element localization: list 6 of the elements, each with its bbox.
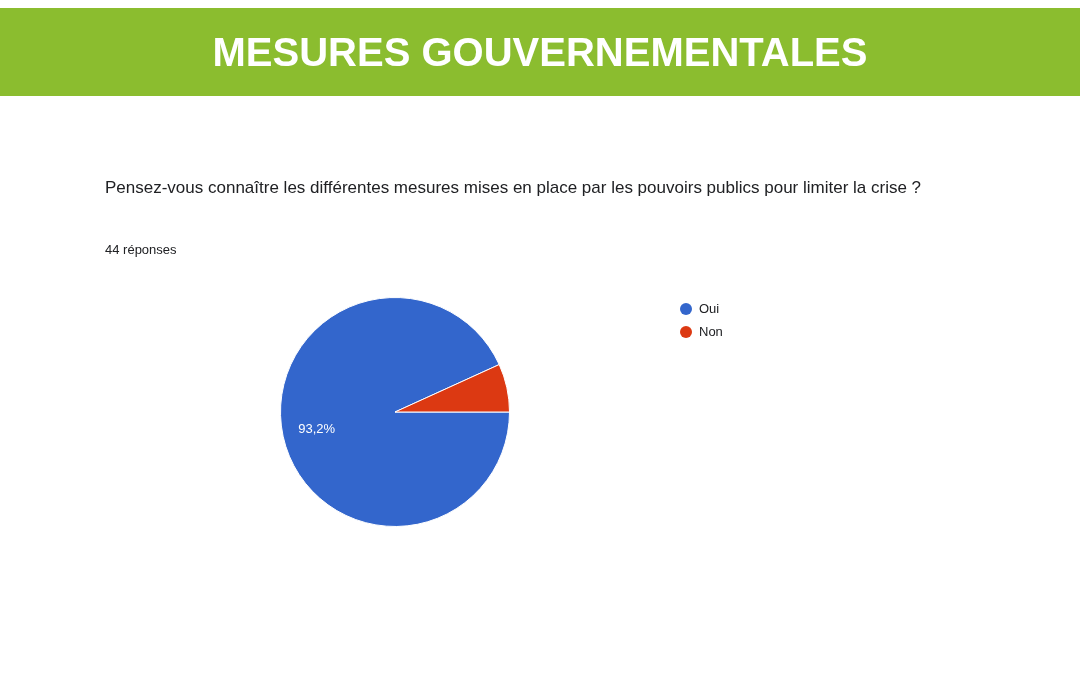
data-label: 93,2% — [298, 420, 336, 436]
chart-title: MESURES GOUVERNEMENTALES — [0, 8, 1080, 96]
text: 44 réponses — [105, 242, 177, 257]
chart-subtitle: Pensez-vous connaître les différentes mesures mises en place par les pouvoirs publics pour limiter la crise ? — [105, 177, 923, 199]
legend-label: Oui — [699, 300, 720, 316]
legend-label: Non — [699, 323, 723, 339]
